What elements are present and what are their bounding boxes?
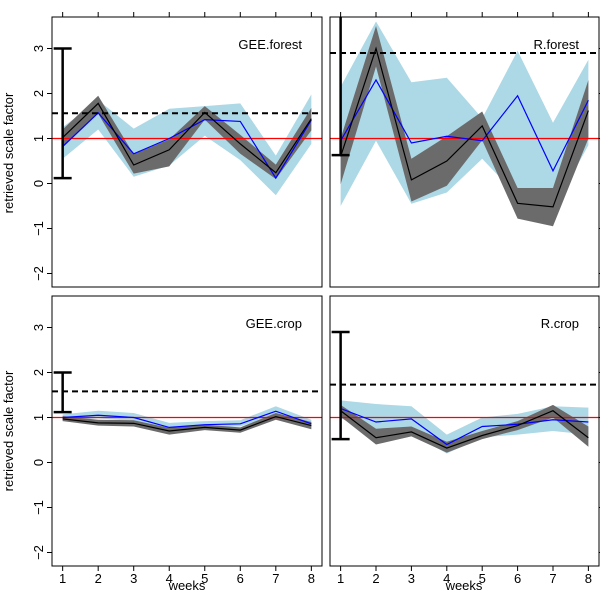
x-tick-label: 6 <box>514 571 521 586</box>
y-tick-label: 1 <box>31 414 46 421</box>
ribbon-light <box>340 400 589 454</box>
y-tick-label: −2 <box>31 545 46 560</box>
x-tick-label: 3 <box>130 571 137 586</box>
y-tick-label: 3 <box>31 45 46 52</box>
series-line-black <box>340 410 589 449</box>
x-tick-label: 4 <box>166 571 173 586</box>
plot-area <box>52 371 322 435</box>
y-tick-label: 0 <box>31 180 46 187</box>
x-tick-label: 6 <box>237 571 244 586</box>
x-tick-label: 1 <box>59 571 66 586</box>
x-tick-label: 7 <box>549 571 556 586</box>
y-axis-label-bottom: retrieved scale factor <box>1 370 16 491</box>
panel-frame <box>51 295 323 567</box>
y-tick-label: 1 <box>31 135 46 142</box>
series-line-blue <box>340 78 589 173</box>
ribbon-light <box>62 94 312 196</box>
x-tick-label: 5 <box>201 571 208 586</box>
series-line-black <box>62 415 312 432</box>
panel-frame <box>329 295 600 567</box>
y-axis-label-top: retrieved scale factor <box>1 92 16 213</box>
panel-title: R.forest <box>533 37 579 52</box>
panels: GEE.forest −2 −1 0 1 2 3 R.forest GEE.crop 1 2 3 4 5 6… <box>31 12 600 586</box>
x-tick-label: 1 <box>337 571 344 586</box>
x-tick-label: 2 <box>372 571 379 586</box>
x-tick-label: 3 <box>408 571 415 586</box>
panel-frame <box>329 16 600 288</box>
series-line-black <box>340 46 589 208</box>
ribbon-dark <box>340 26 589 227</box>
y-tick-label: 2 <box>31 90 46 97</box>
x-tick-label: 8 <box>308 571 315 586</box>
panel-title: GEE.crop <box>246 316 302 331</box>
plot-area <box>330 330 599 454</box>
plot-area <box>330 17 599 227</box>
x-tick-label: 4 <box>443 571 450 586</box>
panel-gee-crop: GEE.crop 1 2 3 4 5 6 7 8 −2 −1 0 1 2 3 <box>31 295 323 586</box>
panel-frame <box>51 16 323 288</box>
y-tick-label: −2 <box>31 266 46 281</box>
plot-area <box>52 47 322 196</box>
y-tick-label: 3 <box>31 324 46 331</box>
y-tick-label: −1 <box>31 500 46 515</box>
panel-gee-forest: GEE.forest −2 −1 0 1 2 3 <box>31 12 323 288</box>
ribbon-dark <box>340 404 589 453</box>
ribbon-dark <box>62 413 312 435</box>
panel-r-crop: R.crop 1 2 3 4 5 6 7 8 <box>329 295 600 586</box>
x-tick-label: 8 <box>585 571 592 586</box>
x-axis-label-right: weeks <box>445 578 483 593</box>
panel-title: R.crop <box>541 316 579 331</box>
series-line-blue <box>62 410 312 429</box>
panel-title: GEE.forest <box>238 37 302 52</box>
ribbon-dark <box>62 95 312 179</box>
series-line-blue <box>340 407 589 446</box>
y-tick-label: 2 <box>31 369 46 376</box>
y-tick-label: −1 <box>31 221 46 236</box>
x-axis-label-left: weeks <box>168 578 206 593</box>
y-tick-label: 0 <box>31 459 46 466</box>
x-tick-label: 2 <box>95 571 102 586</box>
panel-r-forest: R.forest <box>329 12 600 288</box>
x-tick-label: 7 <box>272 571 279 586</box>
x-tick-label: 5 <box>479 571 486 586</box>
